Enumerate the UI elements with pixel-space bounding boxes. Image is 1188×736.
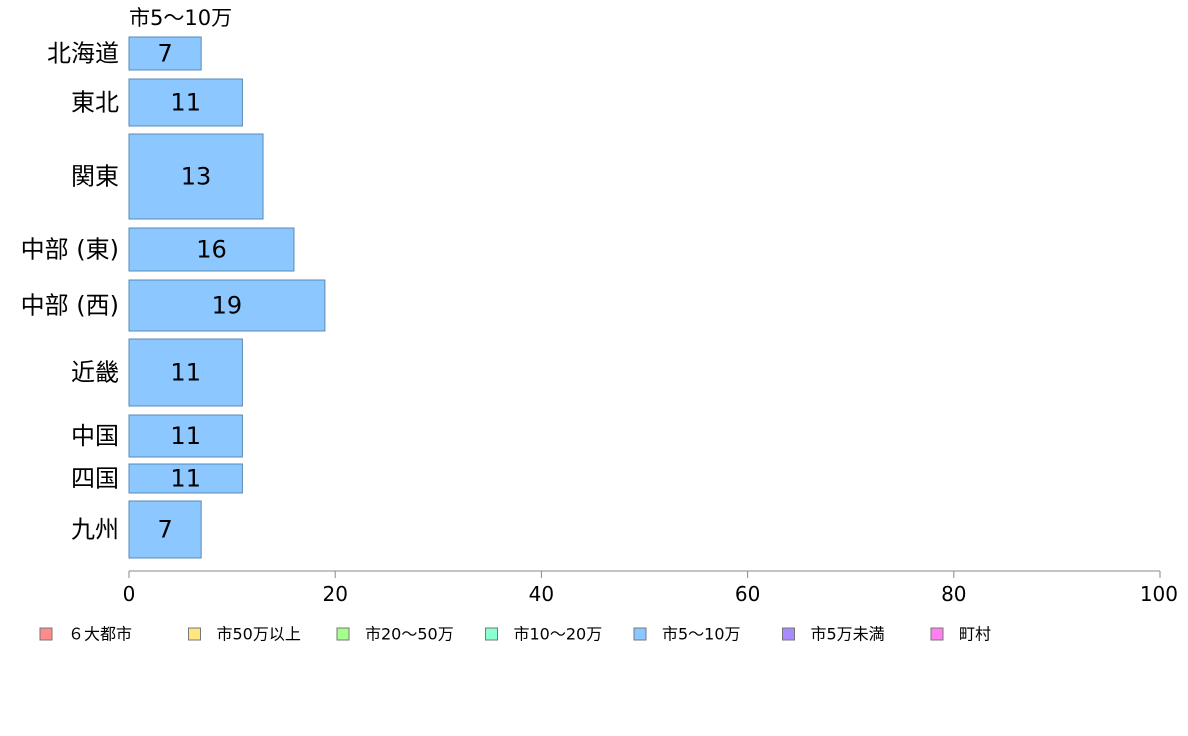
legend-label: 市10〜20万 bbox=[514, 625, 603, 644]
legend-swatch bbox=[782, 627, 795, 641]
value-label: 11 bbox=[170, 465, 201, 493]
x-axis: 0 20 40 60 80 100 bbox=[123, 570, 1178, 606]
value-label: 7 bbox=[157, 516, 172, 544]
bar bbox=[128, 500, 202, 559]
bar bbox=[128, 414, 243, 458]
legend-label: 市50万以上 bbox=[217, 625, 301, 644]
bar bbox=[128, 463, 243, 494]
legend-item: 市50万以上 bbox=[188, 625, 301, 644]
x-tick-label: 100 bbox=[1140, 582, 1178, 606]
legend-label: 市20〜50万 bbox=[365, 625, 454, 644]
value-label: 11 bbox=[170, 359, 201, 387]
region-label: 九州 bbox=[71, 516, 119, 544]
region-label: 北海道 bbox=[47, 40, 119, 68]
legend-label: 町村 bbox=[959, 625, 991, 644]
legend-item: 市5万未満 bbox=[782, 625, 885, 644]
value-label: 13 bbox=[181, 163, 212, 191]
x-tick-label: 40 bbox=[529, 582, 554, 606]
value-labels: 7 11 13 16 19 11 11 11 7 bbox=[157, 40, 242, 544]
region-label: 東北 bbox=[71, 89, 119, 117]
series-title: 市5〜10万 bbox=[129, 6, 232, 30]
legend-item: ６大都市 bbox=[39, 625, 132, 644]
bar bbox=[128, 78, 243, 127]
value-label: 7 bbox=[157, 40, 172, 68]
legend-item: 町村 bbox=[930, 625, 991, 644]
legend-label: ６大都市 bbox=[68, 625, 132, 644]
legend-item: 市20〜50万 bbox=[336, 625, 454, 644]
region-label: 四国 bbox=[71, 465, 119, 493]
x-tick-label: 60 bbox=[735, 582, 760, 606]
legend-item: 市5〜10万 bbox=[633, 625, 741, 644]
legend: ６大都市 市50万以上 市20〜50万 市10〜20万 市5〜10万 市5万未満 町村 bbox=[39, 625, 991, 644]
legend-label: 市5〜10万 bbox=[662, 625, 741, 644]
value-label: 11 bbox=[170, 422, 201, 450]
legend-item: 市10〜20万 bbox=[485, 625, 603, 644]
legend-swatch bbox=[39, 627, 53, 641]
bar bbox=[128, 36, 202, 71]
region-label: 近畿 bbox=[71, 359, 119, 387]
region-label: 中国 bbox=[71, 422, 119, 450]
x-tick-label: 0 bbox=[123, 582, 136, 606]
region-label: 中部 (西) bbox=[21, 292, 119, 320]
x-tick-label: 20 bbox=[322, 582, 347, 606]
value-label: 16 bbox=[196, 236, 227, 264]
value-label: 19 bbox=[212, 292, 243, 320]
value-label: 11 bbox=[170, 89, 201, 117]
bar bbox=[128, 227, 295, 272]
legend-swatch bbox=[188, 627, 201, 641]
legend-swatch bbox=[633, 627, 647, 641]
x-tick-label: 80 bbox=[941, 582, 966, 606]
legend-label: 市5万未満 bbox=[811, 625, 885, 644]
region-label: 関東 bbox=[71, 163, 119, 191]
bars bbox=[128, 36, 326, 559]
bar bbox=[128, 338, 243, 407]
legend-swatch bbox=[485, 627, 498, 641]
legend-swatch bbox=[930, 627, 944, 641]
bar bbox=[128, 133, 264, 220]
legend-swatch bbox=[336, 627, 350, 641]
bar bbox=[128, 279, 326, 332]
region-label: 中部 (東) bbox=[21, 236, 119, 264]
